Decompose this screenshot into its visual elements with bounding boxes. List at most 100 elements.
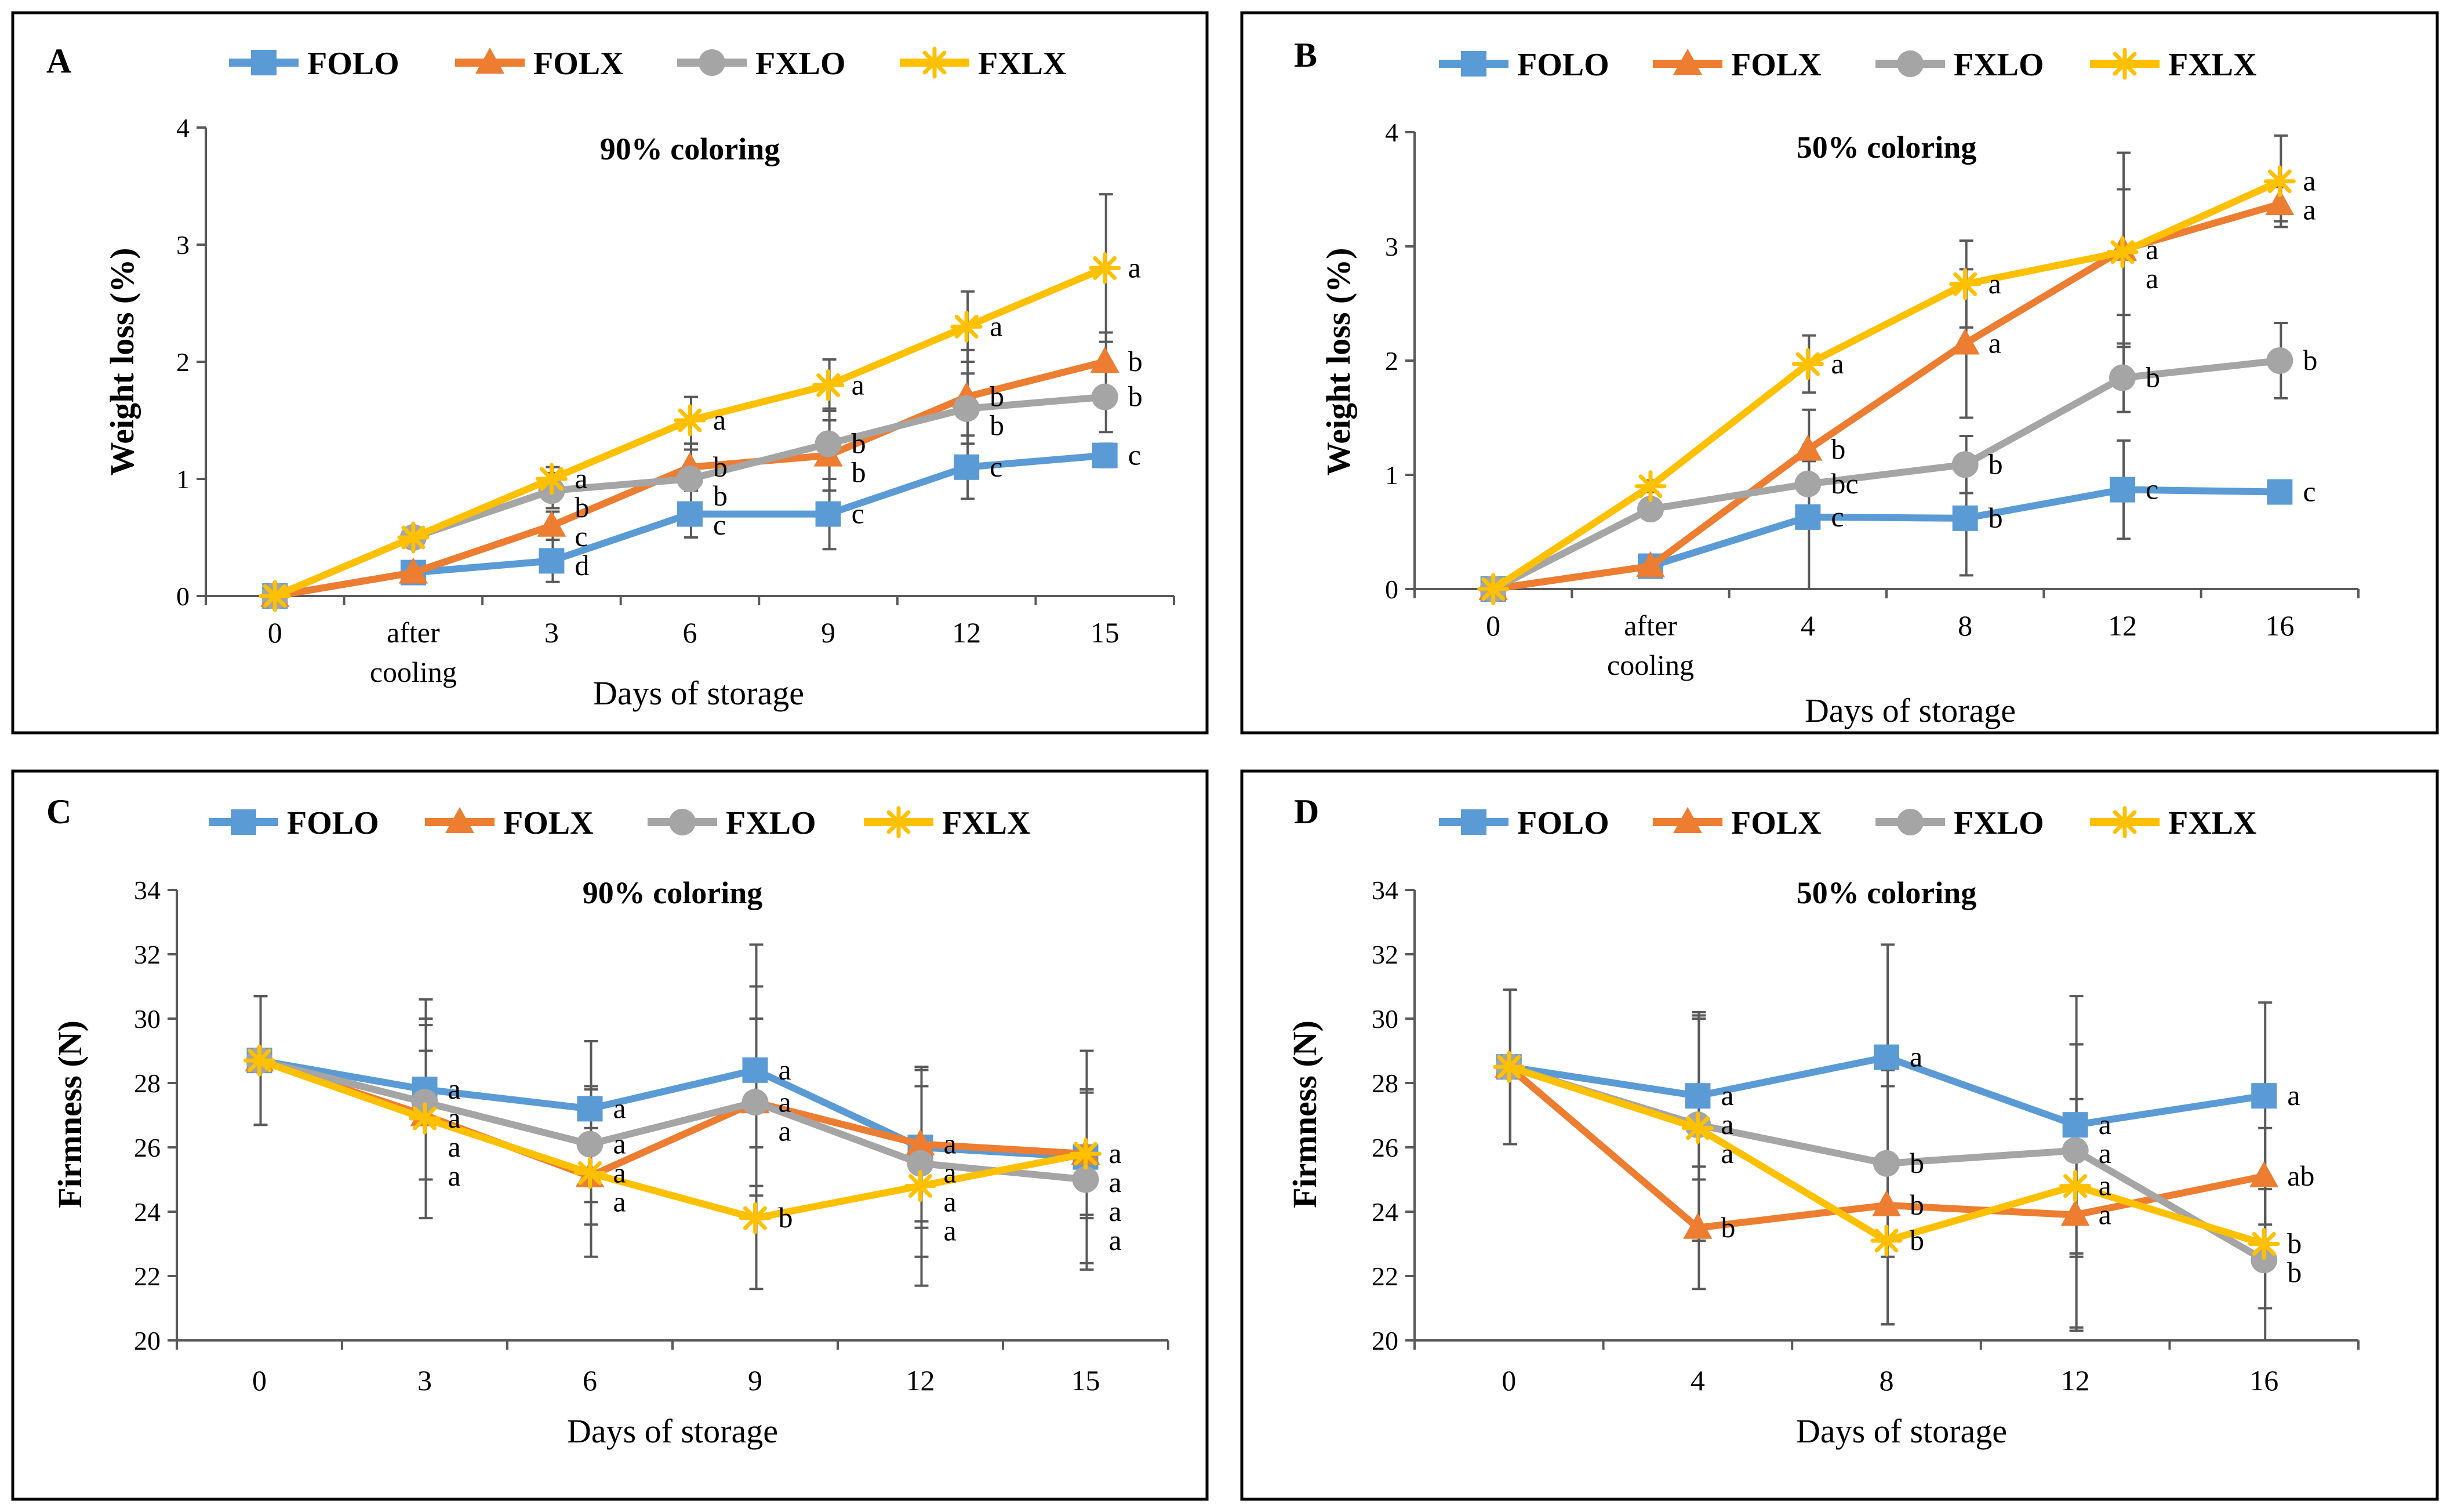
significance-letter-fxlx: a	[613, 1156, 626, 1188]
significance-letter-folo: c	[2146, 473, 2158, 506]
legend-label: FOLO	[1517, 805, 1609, 841]
significance-letter-fxlo: a	[448, 1102, 461, 1134]
data-point-fxlo	[1091, 383, 1118, 410]
significance-letter-fxlo: b	[852, 427, 866, 459]
data-point-folo	[2251, 1083, 2277, 1109]
significance-letter-fxlx: a	[852, 368, 864, 401]
data-point-fxlo	[1794, 470, 1822, 497]
x-tick-label-9: 9	[748, 1364, 762, 1397]
series-line-fxlo	[259, 1057, 1086, 1183]
legend-marker	[1461, 809, 1486, 835]
significance-letter-fxlx: a	[1109, 1166, 1122, 1198]
x-tick-label-16: 16	[2249, 1364, 2278, 1397]
legend-label: FOLX	[1731, 47, 1822, 83]
series-line-fxlx	[1491, 178, 2281, 593]
significance-letter-folx: a	[2146, 233, 2158, 266]
x-tick-label-12: 12	[952, 616, 981, 649]
data-point-fxlx	[739, 1202, 771, 1234]
significance-letter-folx: a	[1109, 1137, 1122, 1169]
legend-item-fxlo: FXLO	[648, 805, 816, 841]
legend-label: FXLO	[1954, 805, 2044, 841]
data-point-fxlx	[1870, 1224, 1903, 1257]
x-tick-label-after-cooling: cooling	[1607, 649, 1694, 681]
significance-letter-folx: b	[1128, 345, 1143, 377]
series-folo	[1480, 477, 2293, 602]
legend-marker	[882, 806, 915, 838]
significance-letter-fxlx: a	[448, 1160, 461, 1192]
legend-item-folx: FOLX	[425, 805, 594, 841]
chart-panel-d: D FOLO FOLX FXLO FXLX 20 22 24 26 28 30 32 34 0 4 8 12 16…	[1240, 769, 2439, 1501]
x-axis-title: Days of storage	[1805, 692, 2016, 729]
data-point-folo	[815, 501, 841, 527]
x-tick-label-0: 0	[1502, 1364, 1516, 1397]
significance-letter-fxlo: b	[1989, 448, 2003, 480]
legend-item-folo: FOLO	[1439, 805, 1609, 841]
x-tick-label-after-cooling: after	[387, 616, 440, 649]
data-point-folx	[1090, 347, 1119, 373]
significance-letter-folo: a	[1721, 1079, 1733, 1111]
legend-marker	[699, 49, 725, 76]
significance-letter-folx: b	[1831, 433, 1845, 466]
legend-marker	[475, 48, 504, 74]
significance-letter-folo: c	[1831, 500, 1844, 533]
y-axis-title: Weight loss (%)	[103, 248, 141, 475]
x-tick-label-4: 4	[1691, 1364, 1705, 1397]
data-point-fxlx	[2106, 236, 2139, 268]
significance-letter-folx: b	[713, 450, 728, 483]
series-fxlx	[259, 252, 1121, 612]
significance-letter-fxlx: a	[1989, 267, 2001, 300]
significance-letter-folo: a	[2287, 1079, 2300, 1111]
y-tick-label: 4	[1385, 118, 1398, 147]
data-point-folo	[2110, 477, 2135, 503]
data-point-folx	[2060, 1200, 2090, 1226]
significance-letter-fxlx: a	[575, 462, 587, 495]
error-bars-fxlo	[253, 985, 1094, 1271]
significance-letter-folx: b	[852, 456, 866, 488]
significance-letter-folx: b	[1910, 1188, 1924, 1221]
panel-letter: B	[1294, 36, 1317, 74]
data-point-fxlo	[741, 1089, 769, 1116]
data-point-fxlx	[1634, 470, 1667, 503]
data-point-fxlx	[674, 404, 706, 437]
panel-frame	[11, 11, 1209, 735]
significance-letter-fxlx: b	[1910, 1224, 1924, 1256]
legend-label: FXLO	[755, 46, 846, 82]
significance-letter-fxlx: a	[713, 404, 726, 436]
significance-letter-folo: a	[779, 1053, 791, 1086]
significance-letter-fxlx: a	[944, 1214, 957, 1246]
data-point-fxlo	[2266, 347, 2293, 374]
plot-title: 90% coloring	[583, 875, 762, 910]
legend-label: FOLO	[287, 805, 379, 841]
data-point-folx	[1872, 1190, 1901, 1216]
significance-letter-folx: a	[2303, 194, 2315, 226]
significance-letter-folo: a	[448, 1073, 461, 1105]
series-fxlo	[246, 1047, 1099, 1193]
significance-letter-fxlx: a	[1721, 1137, 1733, 1169]
data-point-fxlx	[1070, 1137, 1102, 1170]
x-tick-label-0: 0	[252, 1364, 267, 1397]
data-point-folx	[906, 1129, 935, 1155]
legend-label: FOLX	[1731, 805, 1822, 841]
legend-marker	[1897, 50, 1924, 77]
x-axis-title: Days of storage	[567, 1412, 778, 1450]
data-point-fxlo	[2109, 364, 2136, 391]
panel-letter: D	[1294, 793, 1319, 831]
data-point-folx	[537, 510, 566, 537]
significance-letter-folo: a	[613, 1092, 626, 1124]
significance-letter-fxlo: b	[2287, 1256, 2302, 1289]
data-point-folo	[1685, 1083, 1711, 1109]
significance-letter-fxlo: bc	[1831, 467, 1858, 500]
data-point-folx	[1636, 551, 1665, 577]
significance-letter-folo: c	[713, 508, 726, 541]
legend-label: FOLX	[503, 805, 594, 841]
data-point-fxlo	[576, 1131, 604, 1158]
series-fxlx	[243, 1044, 1102, 1234]
y-tick-label: 0	[1385, 575, 1398, 604]
significance-letter-folx: b	[1721, 1211, 1735, 1244]
x-tick-label-after-cooling: after	[1624, 609, 1677, 642]
data-point-fxlx	[1477, 573, 1510, 605]
significance-letter-fxlo: b	[575, 491, 589, 524]
y-tick-label: 0	[176, 581, 190, 611]
y-axis-title: Weight loss (%)	[1319, 248, 1357, 475]
panel-frame	[1240, 11, 2439, 735]
